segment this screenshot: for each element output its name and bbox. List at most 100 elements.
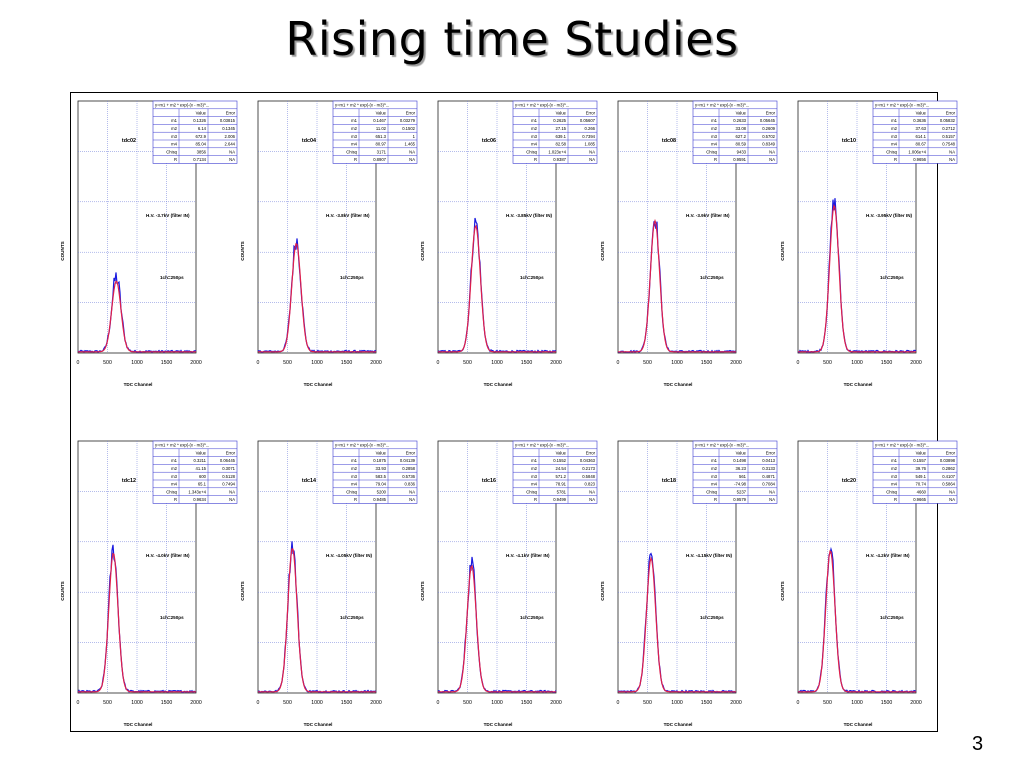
fit-box-cell: 0.2633 [733,118,746,123]
fit-box-cell: NA [409,157,415,162]
fit-box-cell: m1 [171,118,177,123]
fit-box-cell: 36.23 [736,466,747,471]
fit-box-cell: 0.823 [585,482,596,487]
fit-box-cell: 0.1875 [373,458,386,463]
fit-box-cell: 1.343e+4 [188,489,206,494]
fit-box-cell: 0.9485 [373,497,386,502]
fit-box-cell: R [534,157,537,162]
fit-box-cell: m2 [531,466,537,471]
fit-box-cell: m2 [351,466,357,471]
x-tick-label: 2000 [730,360,742,366]
fit-parameter-box: y=m1 + m2 * exp(-(x - m3)^... Value Error m… [332,100,418,164]
x-tick-label: 2000 [910,360,922,366]
x-tick-label: 2000 [550,360,562,366]
histogram-tdc20: 0 500 1000 1500 2000 TDC Channel COUNTS tdc20 H.… [780,440,958,727]
fit-box-cell: 2.006 [225,134,236,139]
tdc-label: tdc04 [302,138,316,144]
fit-box-cell: m4 [711,142,717,147]
fit-box-cell: 0.9665 [913,497,926,502]
fit-box-cell: NA [949,149,955,154]
histogram-tdc14: 0 500 1000 1500 2000 TDC Channel COUNTS tdc14 H.… [240,440,418,727]
tdc-label: tdc08 [662,138,676,144]
fit-box-cell: 39.76 [916,466,927,471]
x-tick-label: 0 [77,360,80,366]
hv-annotation: H.V. -3.7kV (filter IN) [146,213,190,218]
fit-box-cell: m4 [711,482,717,487]
fit-curve [798,550,916,693]
fit-box-cell: NA [409,489,415,494]
fit-box-cell: 5237 [737,489,747,494]
y-axis-title: COUNTS [240,241,245,260]
fit-box-cell: 0.5157 [942,134,955,139]
fit-box-cell: NA [769,149,775,154]
fit-box-cell: NA [409,497,415,502]
hv-annotation: H.V. -4.2kV (filter IN) [866,553,910,558]
fit-box-cell: 0.1552 [553,458,566,463]
fit-box-cell: 1.006e+4 [908,149,926,154]
x-tick-label: 1500 [701,700,713,706]
fit-parameter-box: y=m1 + m2 * exp(-(x - m3)^... Value Error m… [692,440,778,504]
fit-box-cell: m2 [711,126,717,131]
fit-formula: y=m1 + m2 * exp(-(x - m3)^... [335,103,389,108]
histogram-tdc12: 0 500 1000 1500 2000 TDC Channel COUNTS tdc12 H.… [60,440,238,727]
x-axis-title: TDC Channel [484,382,513,387]
fit-box-cell: 9433 [737,149,747,154]
x-tick-label: 1500 [701,360,713,366]
fit-box-cell: NA [769,489,775,494]
x-tick-label: 2000 [190,360,202,366]
fit-parameter-box: y=m1 + m2 * exp(-(x - m3)^... Value Error m… [152,440,238,504]
histogram-tdc18: 0 500 1000 1500 2000 TDC Channel COUNTS tdc18 H.… [600,440,778,727]
fit-box-cell: 2.644 [225,142,236,147]
x-tick-label: 500 [103,700,112,706]
fit-box-cell: m2 [891,466,897,471]
hv-annotation: H.V. -3.95kV (filter IN) [866,213,913,218]
fit-box-cell: 0.7494 [222,482,235,487]
fit-box-cell: 0.04363 [580,458,596,463]
x-tick-label: 2000 [910,700,922,706]
fit-box-cell: R [354,497,357,502]
fit-curve [258,242,376,353]
fit-box-cell: Chisq [166,489,177,494]
x-tick-label: 0 [797,360,800,366]
bin-width-note: 1ch=250ps [520,615,544,620]
fit-box-cell: 0.1467 [373,118,386,123]
fit-parameter-box: y=m1 + m2 * exp(-(x - m3)^... Value Error m… [872,100,958,164]
fit-box-cell: Chisq [346,149,357,154]
x-tick-label: 1000 [671,700,683,706]
fit-box-cell: Chisq [526,489,537,494]
bin-width-note: 1ch=250ps [340,615,364,620]
x-tick-label: 1500 [161,700,173,706]
bin-width-note: 1ch=250ps [700,275,724,280]
fit-formula: y=m1 + m2 * exp(-(x - m3)^... [515,103,569,108]
fit-box-cell: m3 [711,134,717,139]
fit-curve [438,564,556,693]
fit-box-cell: m1 [351,118,357,123]
x-tick-label: 500 [463,700,472,706]
fit-box-cell: Chisq [166,149,177,154]
fit-box-cell: m2 [891,126,897,131]
fit-box-cell: NA [589,489,595,494]
y-axis-title: COUNTS [420,581,425,600]
fit-box-cell: 4660 [917,489,927,494]
fit-box-cell: Chisq [346,489,357,494]
fit-box-cell: 0.05645 [760,118,776,123]
fit-box-cell: 0.7548 [942,142,955,147]
fit-box-cell: NA [589,497,595,502]
tdc-label: tdc02 [122,138,136,144]
fit-box-cell: 0.1326 [193,118,206,123]
fit-parameter-box: y=m1 + m2 * exp(-(x - m3)^... Value Error m… [872,440,958,504]
x-tick-label: 0 [257,700,260,706]
fit-box-cell: 24.54 [556,466,567,471]
hv-annotation: H.V. -4.15kV (filter IN) [686,553,733,558]
fit-box-cell: m4 [891,482,897,487]
y-axis-title: COUNTS [420,241,425,260]
fit-box-cell: 0.0413 [762,458,775,463]
fit-box-cell: 561 [739,474,747,479]
x-tick-label: 0 [77,700,80,706]
fit-parameter-box: y=m1 + m2 * exp(-(x - m3)^... Value Error m… [152,100,238,164]
hv-annotation: H.V. -4.0kV (filter IN) [146,553,190,558]
fit-box-header: Value [736,450,747,455]
fit-box-header: Error [766,110,776,115]
fit-box-cell: 0.2609 [762,126,775,131]
fit-box-header: Error [586,450,596,455]
